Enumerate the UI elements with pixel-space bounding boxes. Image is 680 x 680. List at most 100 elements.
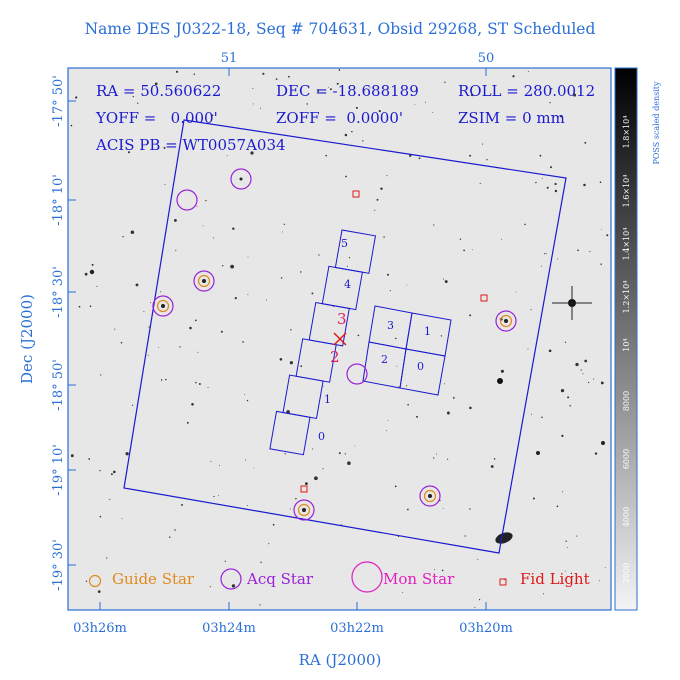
left-tick-label: -19° 10' [51, 444, 66, 496]
background-star [281, 231, 283, 233]
background-star [443, 278, 445, 280]
background-star [197, 351, 199, 353]
background-star [535, 181, 537, 184]
background-star [479, 182, 481, 184]
background-star [584, 359, 588, 363]
background-star [244, 459, 246, 461]
background-star [127, 151, 131, 154]
background-star [557, 258, 559, 260]
background-star [193, 73, 196, 75]
background-star [224, 560, 226, 562]
background-star [532, 497, 535, 500]
left-tick-label: -18° 50' [51, 359, 66, 411]
background-star [569, 405, 571, 407]
background-star [447, 458, 449, 460]
background-star [395, 337, 397, 340]
background-star [599, 181, 602, 184]
background-star [247, 294, 249, 296]
background-star [311, 448, 314, 450]
background-star [345, 175, 347, 178]
background-star [89, 305, 92, 308]
background-star [477, 559, 479, 561]
background-star [387, 419, 389, 421]
background-star [289, 361, 293, 365]
background-star [259, 604, 261, 606]
background-star [279, 357, 283, 361]
background-star [300, 271, 302, 273]
background-star [209, 586, 211, 588]
background-star [355, 106, 358, 109]
background-star [600, 263, 602, 265]
background-star [593, 378, 595, 380]
background-star [357, 334, 360, 337]
background-star [418, 157, 421, 160]
background-star [541, 416, 543, 419]
background-star [469, 508, 471, 510]
info-dec: DEC = -18.688189 [276, 82, 419, 100]
background-star [351, 130, 353, 133]
background-star [290, 329, 292, 331]
background-star [175, 249, 177, 251]
background-star [226, 155, 228, 157]
background-star [322, 385, 324, 387]
info-roll: ROLL = 280.0012 [458, 82, 595, 100]
background-star [252, 103, 254, 105]
ccd-s4-label: 4 [344, 278, 351, 291]
top-tick-label: 50 [478, 51, 495, 66]
background-star [383, 236, 385, 238]
ccd-i1-label: 1 [424, 325, 431, 338]
ccd-s1-label: 1 [324, 393, 331, 406]
background-stars [70, 69, 609, 608]
background-star [148, 326, 150, 328]
info-yoff: YOFF = 0.000' [95, 109, 218, 127]
legend-guide-label: Guide Star [112, 570, 195, 588]
background-star [250, 151, 254, 155]
background-star [452, 397, 455, 399]
background-star [474, 606, 476, 608]
bottom-tick-label: 03h26m [73, 621, 127, 636]
background-star [191, 403, 194, 406]
background-star [175, 70, 179, 73]
ccd-i2-label: 2 [381, 353, 388, 366]
background-star [150, 302, 152, 304]
legend-mon-label: Mon Star [383, 570, 455, 588]
background-star [328, 86, 329, 88]
background-star [512, 75, 515, 78]
background-star [567, 546, 569, 548]
background-star [198, 383, 201, 385]
background-star [195, 381, 197, 384]
background-star [173, 218, 177, 222]
background-star [120, 341, 123, 344]
background-star [551, 88, 553, 90]
background-star [554, 182, 557, 186]
background-star [220, 330, 223, 333]
bottom-tick-label: 03h20m [459, 621, 513, 636]
background-star [560, 388, 565, 393]
legend-fid-icon [499, 578, 507, 586]
background-star [78, 305, 81, 308]
background-star [398, 386, 400, 388]
background-star [493, 458, 496, 460]
background-star [311, 292, 314, 295]
background-star [169, 536, 171, 539]
background-star [409, 154, 412, 157]
background-star [189, 326, 192, 330]
background-star [160, 379, 163, 381]
background-star [500, 369, 504, 373]
background-star [432, 111, 434, 113]
background-star [444, 383, 446, 385]
background-star [600, 228, 602, 230]
background-star [336, 82, 339, 85]
background-star [338, 452, 341, 455]
background-star [174, 529, 176, 531]
background-star [131, 404, 134, 406]
background-star [289, 508, 291, 510]
left-axis: -17° 50' -18° 10' -18° 30' -18° 50' -19°… [51, 75, 76, 591]
background-star [202, 225, 204, 227]
colorbar-tick-label: 1.2×10⁴ [622, 281, 631, 314]
background-star [268, 543, 270, 545]
background-star [247, 256, 249, 258]
background-star [295, 497, 297, 500]
background-star [157, 346, 159, 348]
background-star [543, 593, 545, 595]
